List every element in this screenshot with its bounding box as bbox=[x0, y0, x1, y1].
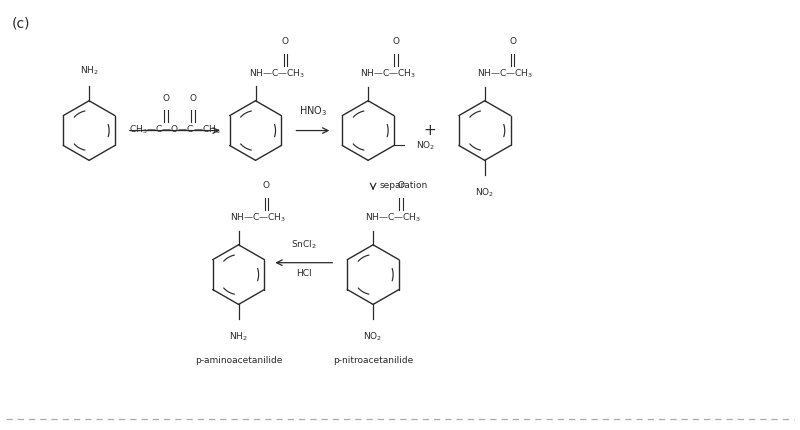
Text: O: O bbox=[282, 37, 289, 46]
Text: NO$_2$: NO$_2$ bbox=[363, 330, 382, 343]
Text: HCl: HCl bbox=[296, 269, 312, 278]
Text: NO$_2$: NO$_2$ bbox=[475, 186, 494, 199]
Text: NH—C—CH$_3$: NH—C—CH$_3$ bbox=[230, 212, 286, 224]
Text: NO$_2$: NO$_2$ bbox=[416, 139, 435, 152]
Text: O: O bbox=[263, 181, 270, 190]
Text: NH—C—CH$_3$: NH—C—CH$_3$ bbox=[360, 68, 416, 80]
Text: O: O bbox=[162, 94, 170, 103]
Text: O: O bbox=[393, 37, 399, 46]
Text: O: O bbox=[509, 37, 516, 46]
Text: p-aminoacetanilide: p-aminoacetanilide bbox=[195, 356, 282, 365]
Text: NH$_2$: NH$_2$ bbox=[230, 330, 248, 343]
Text: NH—C—CH$_3$: NH—C—CH$_3$ bbox=[477, 68, 533, 80]
Text: p-nitroacetanilide: p-nitroacetanilide bbox=[333, 356, 414, 365]
Text: O: O bbox=[398, 181, 405, 190]
Text: (c): (c) bbox=[11, 16, 30, 30]
Text: +: + bbox=[423, 123, 436, 138]
Text: NH$_2$: NH$_2$ bbox=[80, 64, 98, 77]
Text: NH—C—CH$_3$: NH—C—CH$_3$ bbox=[365, 212, 421, 224]
Text: separation: separation bbox=[379, 181, 427, 190]
Text: CH$_3$—C—O—C—CH$_3$: CH$_3$—C—O—C—CH$_3$ bbox=[129, 123, 221, 136]
Text: O: O bbox=[190, 94, 196, 103]
Text: NH—C—CH$_3$: NH—C—CH$_3$ bbox=[250, 68, 306, 80]
Text: HNO$_3$: HNO$_3$ bbox=[298, 104, 327, 118]
Text: SnCl$_2$: SnCl$_2$ bbox=[291, 238, 317, 251]
